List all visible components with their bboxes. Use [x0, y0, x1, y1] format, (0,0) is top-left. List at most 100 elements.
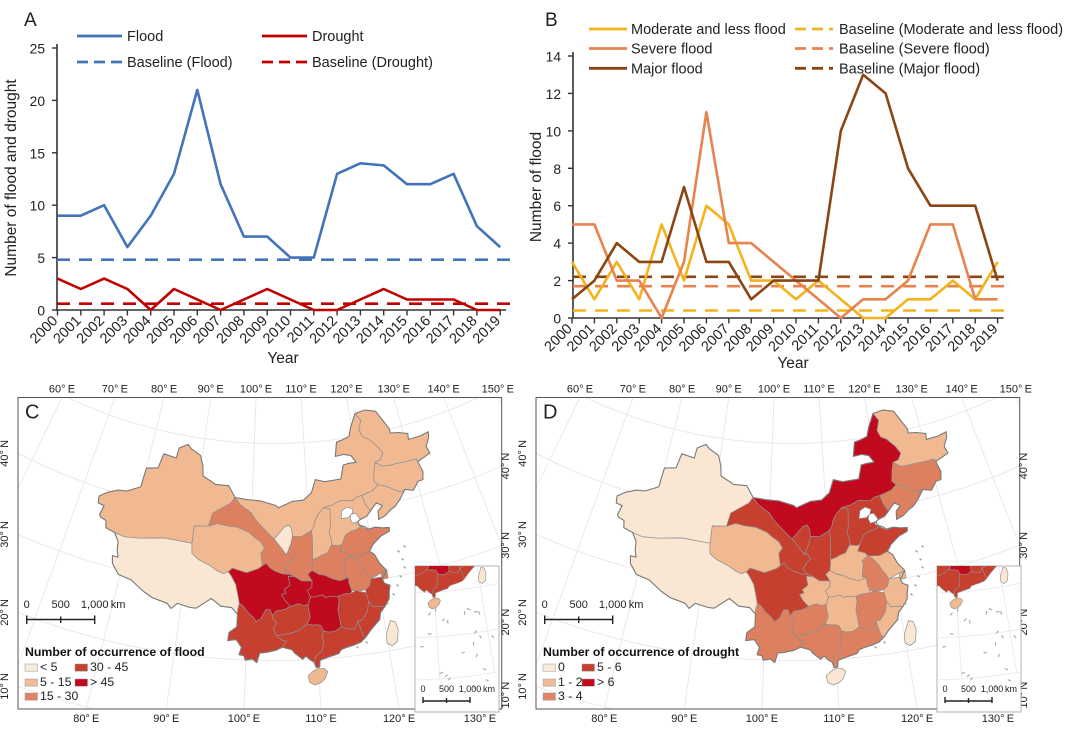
svg-text:Year: Year — [777, 355, 808, 372]
svg-text:500: 500 — [570, 599, 588, 611]
svg-text:100° E: 100° E — [240, 384, 272, 396]
svg-text:130° E: 130° E — [896, 384, 928, 396]
svg-text:5: 5 — [37, 251, 45, 266]
svg-text:Year: Year — [267, 350, 298, 367]
svg-text:100° E: 100° E — [228, 713, 260, 725]
svg-text:1 - 2: 1 - 2 — [558, 675, 583, 689]
svg-text:Baseline (Moderate and less fl: Baseline (Moderate and less flood) — [839, 22, 1063, 38]
svg-text:4: 4 — [553, 237, 561, 252]
svg-text:1,000: 1,000 — [981, 684, 1004, 694]
svg-text:130° E: 130° E — [378, 384, 410, 396]
svg-text:60° E: 60° E — [49, 384, 75, 396]
svg-text:15 - 30: 15 - 30 — [40, 689, 78, 703]
svg-text:0: 0 — [558, 660, 565, 674]
svg-text:60° E: 60° E — [567, 384, 593, 396]
svg-text:0: 0 — [420, 684, 425, 694]
svg-text:> 45: > 45 — [90, 675, 114, 689]
svg-text:0: 0 — [542, 599, 548, 611]
svg-text:40° N: 40° N — [1018, 453, 1030, 480]
svg-text:30° N: 30° N — [1018, 532, 1030, 559]
svg-text:10: 10 — [30, 199, 46, 214]
svg-text:90° E: 90° E — [153, 713, 179, 725]
svg-text:70° E: 70° E — [102, 384, 128, 396]
svg-text:Flood: Flood — [127, 29, 163, 45]
svg-text:110° E: 110° E — [305, 713, 336, 725]
svg-text:70° E: 70° E — [620, 384, 646, 396]
svg-text:110° E: 110° E — [803, 384, 834, 396]
svg-text:Number of flood: Number of flood — [528, 132, 545, 242]
svg-text:500: 500 — [439, 684, 454, 694]
svg-text:40° N: 40° N — [517, 440, 529, 467]
svg-text:10° N: 10° N — [500, 682, 512, 709]
svg-text:0: 0 — [24, 599, 30, 611]
svg-text:Drought: Drought — [312, 29, 364, 45]
svg-text:120° E: 120° E — [330, 384, 362, 396]
svg-text:120° E: 120° E — [383, 713, 415, 725]
svg-text:Baseline (Major flood): Baseline (Major flood) — [839, 61, 980, 77]
svg-text:> 6: > 6 — [597, 675, 615, 689]
svg-text:80° E: 80° E — [151, 384, 177, 396]
svg-text:5 - 6: 5 - 6 — [597, 660, 622, 674]
svg-text:20° N: 20° N — [517, 599, 529, 626]
svg-text:km: km — [111, 599, 126, 611]
svg-text:A: A — [24, 10, 37, 31]
svg-text:10: 10 — [546, 124, 562, 139]
svg-text:110° E: 110° E — [823, 713, 854, 725]
svg-text:0: 0 — [942, 684, 947, 694]
svg-text:Moderate and less flood: Moderate and less flood — [631, 22, 786, 38]
svg-text:80° E: 80° E — [591, 713, 617, 725]
svg-text:Number of flood and drought: Number of flood and drought — [3, 79, 20, 277]
svg-text:8: 8 — [553, 162, 561, 177]
svg-text:3 - 4: 3 - 4 — [558, 689, 583, 703]
svg-text:150° E: 150° E — [1000, 384, 1032, 396]
svg-text:B: B — [545, 10, 558, 31]
svg-text:1,000: 1,000 — [81, 599, 109, 611]
svg-text:10° N: 10° N — [517, 673, 529, 700]
svg-text:15: 15 — [30, 146, 46, 161]
svg-text:2: 2 — [553, 274, 561, 289]
svg-text:30° N: 30° N — [500, 532, 512, 559]
svg-text:20: 20 — [30, 94, 46, 109]
svg-text:10° N: 10° N — [0, 673, 11, 700]
svg-text:130° E: 130° E — [982, 713, 1014, 725]
svg-text:90° E: 90° E — [671, 713, 697, 725]
svg-text:12: 12 — [546, 87, 561, 102]
svg-text:90° E: 90° E — [716, 384, 742, 396]
svg-text:20° N: 20° N — [500, 609, 512, 636]
svg-text:1,000: 1,000 — [459, 684, 482, 694]
svg-text:0: 0 — [553, 312, 561, 327]
svg-text:0: 0 — [37, 304, 45, 319]
svg-text:Severe flood: Severe flood — [631, 42, 712, 58]
svg-text:Major flood: Major flood — [631, 61, 703, 77]
svg-text:Baseline (Flood): Baseline (Flood) — [127, 55, 233, 71]
svg-text:30° N: 30° N — [0, 521, 11, 548]
svg-text:100° E: 100° E — [746, 713, 778, 725]
svg-text:< 5: < 5 — [40, 660, 58, 674]
svg-text:25: 25 — [30, 42, 46, 57]
svg-text:5 - 15: 5 - 15 — [40, 675, 72, 689]
svg-text:D: D — [543, 402, 557, 424]
svg-text:120° E: 120° E — [901, 713, 933, 725]
svg-text:20° N: 20° N — [0, 599, 11, 626]
svg-text:14: 14 — [546, 50, 562, 65]
svg-text:80° E: 80° E — [669, 384, 695, 396]
svg-text:C: C — [25, 402, 39, 424]
svg-text:Number of occurrence of flood: Number of occurrence of flood — [25, 645, 205, 659]
svg-text:110° E: 110° E — [285, 384, 316, 396]
svg-text:km: km — [629, 599, 644, 611]
svg-text:6: 6 — [553, 199, 561, 214]
svg-text:130° E: 130° E — [464, 713, 496, 725]
svg-text:30 - 45: 30 - 45 — [90, 660, 128, 674]
svg-text:100° E: 100° E — [758, 384, 790, 396]
svg-text:1,000: 1,000 — [599, 599, 627, 611]
svg-text:150° E: 150° E — [482, 384, 514, 396]
svg-text:140° E: 140° E — [945, 384, 977, 396]
svg-text:80° E: 80° E — [73, 713, 99, 725]
svg-text:km: km — [483, 684, 495, 694]
svg-text:Number of occurrence of drough: Number of occurrence of drought — [543, 645, 739, 659]
svg-text:km: km — [1005, 684, 1017, 694]
svg-text:500: 500 — [52, 599, 70, 611]
svg-text:Baseline (Severe flood): Baseline (Severe flood) — [839, 42, 990, 58]
svg-text:140° E: 140° E — [427, 384, 459, 396]
svg-text:40° N: 40° N — [0, 440, 11, 467]
